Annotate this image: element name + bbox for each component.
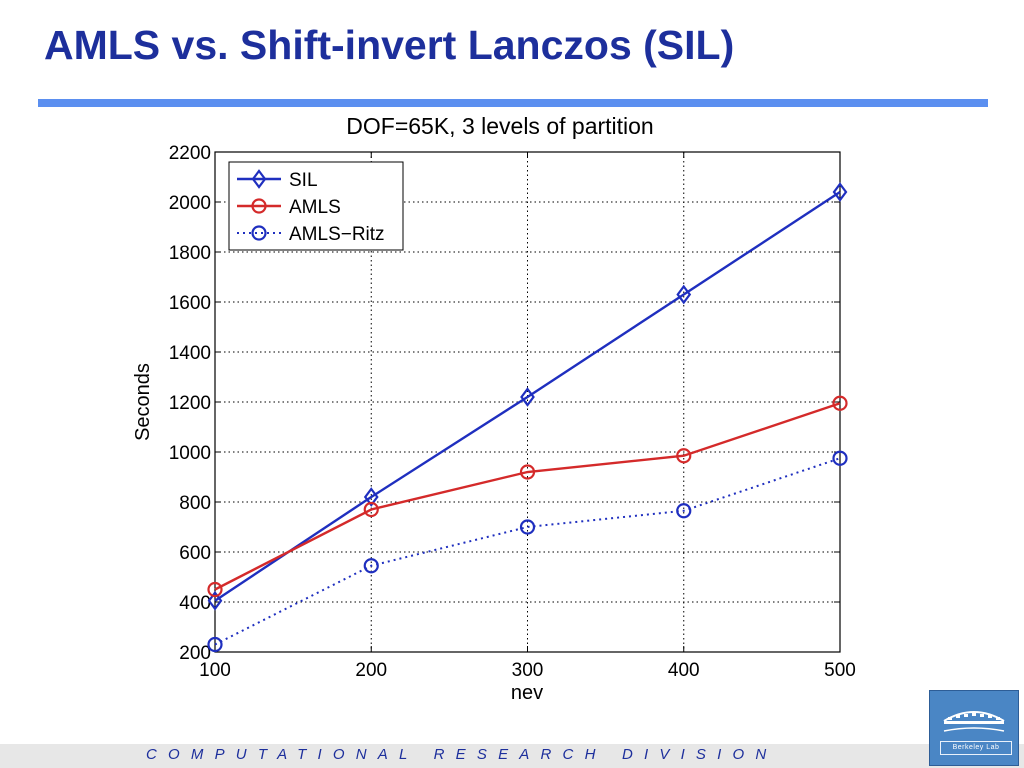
x-tick-label: 300 <box>512 660 544 681</box>
axis-ticks: 100 200 300 400 5002004006008001000120014001… <box>169 143 856 681</box>
series-line-sil <box>214 190 841 602</box>
data-point-sil <box>832 182 848 202</box>
legend-label-amls-ritz: AMLS−Ritz <box>289 224 385 245</box>
data-point-amls-ritz <box>363 558 379 574</box>
lab-building-icon <box>943 711 1005 732</box>
data-point-amls <box>676 448 692 464</box>
y-tick-label: 2000 <box>169 193 211 214</box>
title-rule <box>38 99 988 107</box>
data-point-sil <box>363 487 379 507</box>
y-tick-label: 1200 <box>169 393 211 414</box>
y-tick-label: 1800 <box>169 243 211 264</box>
data-point-sil <box>520 387 535 407</box>
data-point-amls <box>519 464 536 480</box>
y-tick-label: 1600 <box>169 293 211 314</box>
data-point-amls <box>363 501 379 518</box>
legend-label-amls: AMLS <box>289 197 341 218</box>
legend-label-sil: SIL <box>289 170 318 191</box>
data-point-amls <box>207 581 223 598</box>
data-point-amls-ritz <box>207 636 223 653</box>
legend: SIL AMLS AMLS−Ritz <box>228 161 404 251</box>
x-tick-label: 400 <box>668 660 700 681</box>
y-tick-label: 1000 <box>169 443 211 464</box>
y-tick-label: 600 <box>179 543 211 564</box>
x-tick-label: 100 <box>199 660 231 681</box>
legend-items: SIL AMLS AMLS−Ritz <box>237 169 385 245</box>
data-point-amls-ritz <box>519 519 536 535</box>
data-point-amls <box>832 395 848 411</box>
data-point-sil <box>207 590 223 611</box>
chart-title: DOF=65K, 3 levels of partition <box>346 113 653 139</box>
data-point-amls-ritz <box>832 450 848 466</box>
data-point-amls-ritz <box>676 503 692 519</box>
slide-title: AMLS vs. Shift-invert Lanczos (SIL) <box>44 22 735 68</box>
x-tick-label: 500 <box>824 660 856 681</box>
berkeley-lab-logo: Berkeley Lab <box>929 690 1019 766</box>
y-tick-label: 800 <box>179 493 211 514</box>
footer-band <box>0 744 1024 768</box>
y-tick-label: 2200 <box>169 143 211 164</box>
x-axis-label: nev <box>511 682 543 704</box>
data-point-sil <box>676 284 692 305</box>
y-axis-label: Seconds <box>132 363 154 441</box>
legend-marker-sil <box>251 169 267 189</box>
y-tick-label: 200 <box>179 643 211 664</box>
legend-marker-amls <box>251 198 267 214</box>
legend-marker-amls-ritz <box>251 225 267 241</box>
y-tick-label: 1400 <box>169 343 211 364</box>
series-line-amls <box>214 402 841 591</box>
series-line-amls-ritz <box>214 457 841 646</box>
footer-text: COMPUTATIONAL RESEARCH DIVISION <box>146 746 778 763</box>
x-tick-label: 200 <box>355 660 387 681</box>
logo-text: Berkeley Lab <box>940 741 1012 755</box>
y-tick-label: 400 <box>179 593 211 614</box>
series-layer <box>207 182 848 653</box>
